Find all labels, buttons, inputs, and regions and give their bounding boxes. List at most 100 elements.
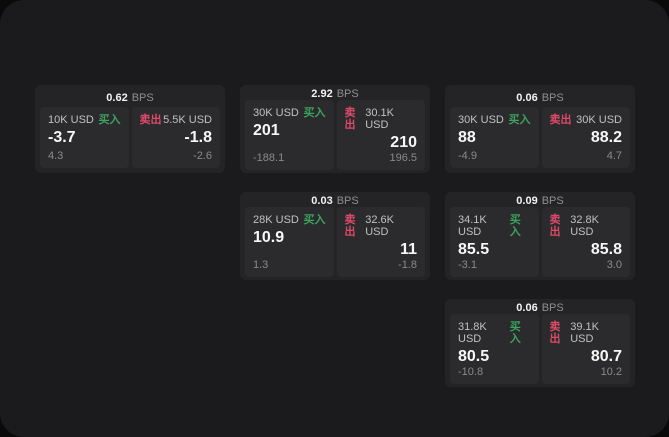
- buy-panel[interactable]: 10K USD 买入 -3.7 4.3: [40, 107, 129, 168]
- buy-panel[interactable]: 34.1K USD 买入 85.5 -3.1: [450, 207, 539, 277]
- buy-price: -3.7: [48, 129, 76, 146]
- bps-value: 0.06: [516, 302, 538, 314]
- bps-value: 0.06: [516, 91, 538, 104]
- sell-panel-top: 卖出 32.8K USD: [550, 214, 623, 238]
- cards-grid: 0.62 BPS 10K USD 买入 -3.7 4.3 卖出 5.5K USD: [35, 85, 635, 387]
- sell-change: -1.8: [398, 259, 417, 271]
- buy-amount: 30K USD: [458, 114, 504, 126]
- buy-panel[interactable]: 30K USD 买入 201 -188.1: [245, 100, 334, 170]
- quote-card-2: 2.92 BPS 30K USD 买入 201 -188.1 卖出 30.1K …: [240, 85, 430, 173]
- bps-unit-label: BPS: [336, 88, 359, 100]
- bps-unit-label: BPS: [541, 195, 564, 207]
- sell-panel[interactable]: 卖出 32.8K USD 85.8 3.0: [541, 207, 630, 277]
- sell-change: -2.6: [193, 150, 212, 162]
- sell-side-label: 卖出: [344, 214, 356, 238]
- quote-panels: 31.8K USD 买入 80.5 -10.8 卖出 39.1K USD 80.…: [450, 314, 630, 384]
- sell-price: 85.8: [590, 241, 622, 258]
- buy-panel[interactable]: 28K USD 买入 10.9 1.3: [245, 207, 334, 277]
- sell-price: 210: [390, 134, 417, 151]
- buy-change: -10.8: [458, 366, 484, 378]
- sell-price: 11: [400, 241, 417, 258]
- quote-panels: 30K USD 买入 88 -4.9 卖出 30K USD 88.2 4.7: [450, 107, 630, 168]
- quote-card-5: 0.09 BPS 34.1K USD 买入 85.5 -3.1 卖出 32.8K…: [445, 192, 635, 280]
- buy-amount: 10K USD: [48, 114, 94, 126]
- buy-panel-top: 28K USD 买入: [253, 214, 326, 226]
- quote-card-3: 0.06 BPS 30K USD 买入 88 -4.9 卖出 30K USD: [445, 85, 635, 173]
- bps-value: 0.03: [311, 195, 333, 207]
- sell-panel-top: 卖出 5.5K USD: [140, 114, 213, 126]
- sell-price: 80.7: [590, 348, 622, 365]
- sell-change: 4.7: [606, 150, 622, 162]
- sell-side-label: 卖出: [549, 321, 561, 345]
- bps-header: 0.62 BPS: [40, 88, 220, 107]
- buy-amount: 31.8K USD: [458, 321, 487, 345]
- buy-panel-top: 30K USD 买入: [458, 114, 531, 126]
- sell-amount: 32.8K USD: [570, 214, 599, 238]
- quote-card-4: 0.03 BPS 28K USD 买入 10.9 1.3 卖出 32.6K US…: [240, 192, 430, 280]
- buy-panel[interactable]: 31.8K USD 买入 80.5 -10.8: [450, 314, 539, 384]
- buy-price: 10.9: [253, 229, 285, 246]
- sell-panel[interactable]: 卖出 30K USD 88.2 4.7: [541, 107, 630, 168]
- buy-change: -4.9: [458, 150, 477, 162]
- buy-panel[interactable]: 30K USD 买入 88 -4.9: [450, 107, 539, 168]
- quote-panels: 28K USD 买入 10.9 1.3 卖出 32.6K USD 11 -1.8: [245, 207, 425, 277]
- bps-header: 0.06 BPS: [450, 302, 630, 314]
- buy-panel-top: 10K USD 买入: [48, 114, 121, 126]
- sell-panel-top: 卖出 30K USD: [550, 114, 623, 126]
- buy-change: -3.1: [458, 259, 477, 271]
- sell-side-label: 卖出: [549, 114, 572, 126]
- sell-change: 10.2: [600, 366, 622, 378]
- buy-side-label: 买入: [508, 114, 531, 126]
- bps-header: 0.03 BPS: [245, 195, 425, 207]
- sell-side-label: 卖出: [344, 107, 356, 131]
- sell-side-label: 卖出: [549, 214, 561, 238]
- sell-panel-top: 卖出 30.1K USD: [345, 107, 418, 131]
- sell-price: -1.8: [184, 129, 212, 146]
- buy-change: -188.1: [253, 152, 285, 164]
- bps-unit-label: BPS: [131, 91, 154, 104]
- sell-change: 3.0: [606, 259, 622, 271]
- bps-value: 2.92: [311, 88, 333, 100]
- bps-unit-label: BPS: [336, 195, 359, 207]
- sell-side-label: 卖出: [139, 114, 162, 126]
- sell-change: 196.5: [389, 152, 417, 164]
- sell-amount: 5.5K USD: [163, 114, 212, 126]
- buy-price: 85.5: [458, 241, 490, 258]
- buy-amount: 34.1K USD: [458, 214, 487, 238]
- buy-amount: 30K USD: [253, 107, 299, 119]
- quote-card-6: 0.06 BPS 31.8K USD 买入 80.5 -10.8 卖出 39.1…: [445, 299, 635, 387]
- bps-value: 0.62: [106, 91, 128, 104]
- buy-side-label: 买入: [98, 114, 121, 126]
- bps-unit-label: BPS: [541, 91, 564, 104]
- buy-amount: 28K USD: [253, 214, 299, 226]
- buy-price: 80.5: [458, 348, 490, 365]
- sell-amount: 30K USD: [576, 114, 622, 126]
- buy-price: 201: [253, 122, 280, 139]
- quote-panels: 10K USD 买入 -3.7 4.3 卖出 5.5K USD -1.8 -2.…: [40, 107, 220, 168]
- sell-panel-top: 卖出 32.6K USD: [345, 214, 418, 238]
- buy-side-label: 买入: [303, 107, 326, 119]
- sell-panel[interactable]: 卖出 5.5K USD -1.8 -2.6: [131, 107, 220, 168]
- sell-price: 88.2: [590, 129, 622, 146]
- buy-price: 88: [458, 129, 476, 146]
- buy-panel-top: 30K USD 买入: [253, 107, 326, 119]
- bps-value: 0.09: [516, 195, 538, 207]
- buy-change: 4.3: [48, 150, 64, 162]
- sell-panel-top: 卖出 39.1K USD: [550, 321, 623, 345]
- buy-side-label: 买入: [509, 214, 521, 238]
- quote-panels: 30K USD 买入 201 -188.1 卖出 30.1K USD 210 1…: [245, 100, 425, 170]
- bps-header: 2.92 BPS: [245, 88, 425, 100]
- sell-panel[interactable]: 卖出 39.1K USD 80.7 10.2: [541, 314, 630, 384]
- sell-amount: 30.1K USD: [365, 107, 394, 131]
- sell-panel[interactable]: 卖出 32.6K USD 11 -1.8: [336, 207, 425, 277]
- buy-panel-top: 31.8K USD 买入: [458, 321, 531, 345]
- sell-amount: 39.1K USD: [570, 321, 599, 345]
- quote-card-1: 0.62 BPS 10K USD 买入 -3.7 4.3 卖出 5.5K USD: [35, 85, 225, 173]
- buy-change: 1.3: [253, 259, 269, 271]
- bps-header: 0.06 BPS: [450, 88, 630, 107]
- bps-unit-label: BPS: [541, 302, 564, 314]
- sell-amount: 32.6K USD: [365, 214, 394, 238]
- sell-panel[interactable]: 卖出 30.1K USD 210 196.5: [336, 100, 425, 170]
- quote-panels: 34.1K USD 买入 85.5 -3.1 卖出 32.8K USD 85.8…: [450, 207, 630, 277]
